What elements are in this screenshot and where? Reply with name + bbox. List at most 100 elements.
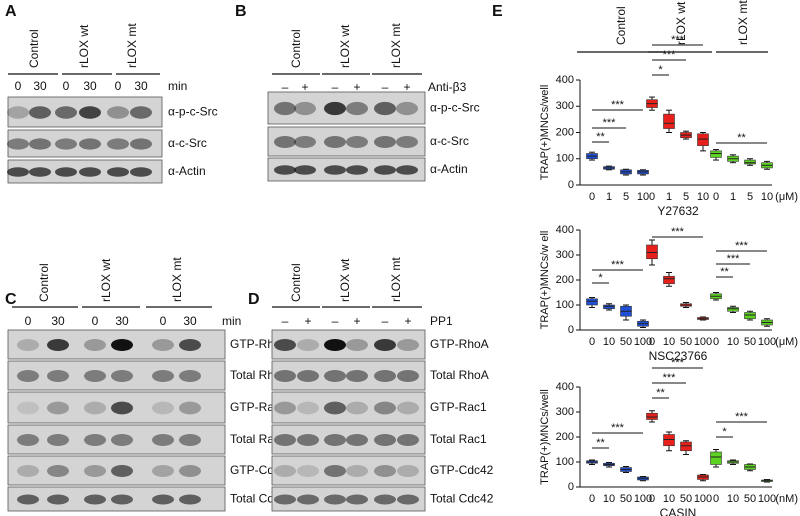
unit-label: (μM) (775, 191, 798, 203)
blot-band (274, 339, 296, 351)
x-tick-label: 50 (744, 493, 756, 505)
blot-band (111, 465, 133, 477)
column-header: rLOX wt (338, 258, 352, 302)
treatment-value: + (353, 80, 360, 94)
treatment-value: – (382, 314, 389, 328)
blot-band (47, 401, 69, 415)
blot-band (324, 101, 346, 116)
x-tick-label: 0 (649, 336, 655, 348)
x-axis-label: CASIN (660, 506, 697, 516)
significance-label: *** (603, 117, 617, 129)
y-tick-label: 300 (556, 249, 574, 261)
row-label: α-c-Src (168, 136, 207, 150)
y-tick-label: 400 (556, 74, 574, 86)
blot-band (297, 494, 319, 505)
treatment-name: min (168, 79, 187, 93)
blot-band (346, 370, 368, 382)
blot-band (397, 494, 419, 505)
blot-band (346, 136, 368, 148)
panel-label: D (248, 291, 260, 308)
x-tick-label: 0 (713, 336, 719, 348)
treatment-value: – (332, 80, 339, 94)
blot-band (346, 101, 368, 116)
blot-band (84, 401, 106, 415)
box (710, 451, 722, 465)
treatment-value: 30 (134, 79, 148, 93)
row-label: α-c-Src (430, 134, 469, 148)
blot-band (107, 138, 129, 150)
column-header: rLOX mt (170, 257, 184, 302)
x-tick-label: 50 (680, 336, 692, 348)
blot-band (179, 339, 201, 351)
x-tick-label: 10 (663, 336, 675, 348)
blot-strip (271, 329, 426, 360)
blot-band (274, 370, 296, 382)
significance-label: ** (720, 266, 729, 278)
significance-label: *** (727, 253, 741, 265)
x-tick-label: 5 (623, 191, 629, 203)
y-tick-label: 400 (556, 224, 574, 236)
blot-band (7, 167, 29, 177)
group-header: Control (614, 6, 628, 45)
blot-band (297, 370, 319, 382)
blot-band (84, 434, 106, 446)
x-tick-label: 0 (713, 191, 719, 203)
column-header: rLOX mt (389, 23, 403, 68)
blot-band (111, 339, 133, 351)
blot-band (179, 494, 201, 505)
blot-band (374, 165, 396, 175)
significance-label: *** (663, 372, 677, 384)
blot-band (274, 101, 296, 116)
group-header: rLOX mt (736, 0, 750, 45)
treatment-value: + (403, 80, 410, 94)
blot-band (152, 401, 174, 415)
treatment-value: 30 (83, 79, 97, 93)
blot-band (397, 339, 419, 351)
column-header: rLOX wt (338, 24, 352, 68)
x-tick-label: 100 (694, 336, 712, 348)
treatment-value: – (282, 80, 289, 94)
panel-label: C (5, 291, 17, 308)
treatment-value: 30 (183, 314, 197, 328)
treatment-value: 0 (115, 79, 122, 93)
blot-band (17, 434, 39, 446)
x-tick-label: 0 (589, 191, 595, 203)
row-label: α-Actin (168, 164, 206, 178)
x-tick-label: 100 (634, 336, 652, 348)
y-axis-label: TRAP(+)MNCs/well (539, 85, 551, 181)
treatment-value: + (404, 314, 411, 328)
x-tick-label: 10 (761, 191, 773, 203)
column-header: rLOX mt (125, 23, 139, 68)
blot-band (179, 370, 201, 382)
blot-band (324, 165, 346, 175)
column-header: rLOX wt (77, 24, 91, 68)
x-tick-label: 10 (603, 493, 615, 505)
blot-band (324, 370, 346, 382)
treatment-value: 0 (160, 314, 167, 328)
treatment-name: PP1 (430, 314, 453, 328)
blot-band (107, 106, 129, 119)
blot-band (374, 101, 396, 116)
blot-band (374, 434, 396, 446)
y-axis-label: TRAP(+)MNCs/well (539, 389, 551, 485)
significance-label: ** (737, 132, 746, 144)
significance-label: *** (671, 34, 685, 46)
x-tick-label: 5 (683, 191, 689, 203)
blot-band (84, 370, 106, 382)
blot-band (397, 370, 419, 382)
x-tick-label: 50 (744, 336, 756, 348)
row-label: GTP-Cdc42 (430, 463, 494, 477)
blot-band (397, 465, 419, 477)
row-label: GTP-Rac1 (430, 400, 487, 414)
panel-label: A (5, 3, 17, 20)
treatment-value: 30 (33, 79, 47, 93)
row-label: Total Rac1 (430, 432, 487, 446)
blot-band (374, 465, 396, 477)
y-tick-label: 300 (556, 100, 574, 112)
panel-label: B (235, 3, 247, 20)
box (680, 441, 692, 452)
blot-band (324, 494, 346, 505)
y-tick-label: 200 (556, 274, 574, 286)
significance-label: *** (611, 422, 625, 434)
